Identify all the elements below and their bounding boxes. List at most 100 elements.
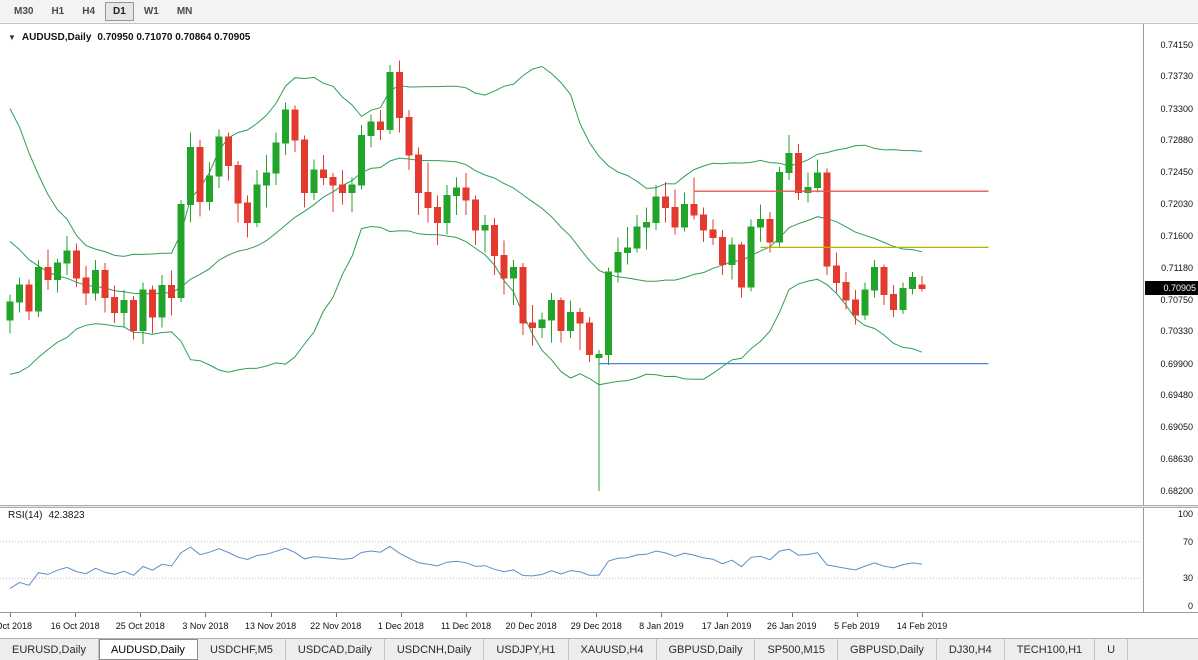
- candle-body: [73, 250, 80, 279]
- time-tick-mark: [596, 613, 598, 617]
- time-tick-label: 14 Feb 2019: [896, 621, 948, 631]
- price-tick-label: 0.74150: [1160, 40, 1193, 50]
- time-tick-mark: [140, 613, 142, 617]
- candle-body: [738, 244, 745, 288]
- candle-body: [63, 250, 71, 264]
- candle-body: [367, 121, 375, 137]
- chart-tab-usdchf-m5-2[interactable]: USDCHF,M5: [197, 639, 286, 660]
- price-tick-label: 0.71180: [1161, 262, 1193, 273]
- candle-body: [785, 153, 793, 173]
- chart-tab-sp500-m15-8[interactable]: SP500,M15: [755, 639, 838, 660]
- candle-body: [196, 147, 204, 203]
- rsi-tick-label: 0: [1187, 601, 1193, 611]
- candle-body: [776, 171, 783, 243]
- timeframe-button-h1[interactable]: H1: [43, 2, 72, 21]
- time-tick-mark: [726, 613, 728, 617]
- chart-tab-eurusd-daily-0[interactable]: EURUSD,Daily: [0, 639, 99, 660]
- candle-body: [424, 192, 432, 209]
- chart-ohlc-values: 0.70950 0.71070 0.70864 0.70905: [97, 32, 251, 43]
- candle-body: [747, 226, 755, 288]
- rsi-plot[interactable]: [0, 508, 1143, 612]
- candle-body: [728, 244, 736, 266]
- time-axis[interactable]: 6 Oct 2018 16 Oct 2018 25 Oct 2018 3 Nov 20…: [0, 612, 1198, 638]
- candle-body: [101, 270, 109, 299]
- candle-body: [643, 222, 650, 228]
- price-tick-label: 0.72880: [1160, 135, 1193, 146]
- chart-tab-gbpusd-daily-9[interactable]: GBPUSD,Daily: [837, 639, 937, 660]
- chart-tab-usdcad-daily-3[interactable]: USDCAD,Daily: [285, 639, 385, 660]
- time-tick-label: 17 Jan 2019: [701, 621, 752, 631]
- rsi-axis[interactable]: 100 70 30 0: [1143, 508, 1198, 612]
- candle-body: [510, 267, 517, 279]
- timeframe-button-h4[interactable]: H4: [74, 2, 103, 21]
- chart-header: ▼ AUDUSD,Daily 0.70950 0.71070 0.70864 0…: [8, 32, 250, 43]
- chart-tab-gbpusd-daily-7[interactable]: GBPUSD,Daily: [656, 639, 756, 660]
- candle-body: [833, 265, 840, 284]
- candle-body: [329, 177, 337, 186]
- time-tick-mark: [335, 613, 337, 617]
- time-tick-mark: [205, 613, 207, 617]
- candle-body: [92, 270, 99, 294]
- candle-body: [757, 219, 764, 228]
- timeframe-button-d1[interactable]: D1: [105, 2, 134, 21]
- rsi-pane: RSI(14) 42.3823: [0, 508, 1143, 612]
- time-tick-label: 1 Dec 2018: [377, 621, 424, 631]
- candle-body: [82, 277, 90, 294]
- candle-body: [481, 225, 489, 231]
- time-tick-label: 16 Oct 2018: [50, 621, 100, 631]
- candle-body: [443, 195, 451, 224]
- timeframe-button-mn[interactable]: MN: [169, 2, 201, 21]
- candle-body: [310, 169, 318, 194]
- price-axis[interactable]: 0.70905 0.74150 0.73730 0.73300 0.72880 0.72…: [1143, 24, 1198, 505]
- price-tick-label: 0.69900: [1160, 358, 1193, 369]
- candle-body: [567, 312, 574, 332]
- candle-body: [6, 301, 14, 321]
- chart-tab-dj30-h4-10[interactable]: DJ30,H4: [936, 639, 1005, 660]
- candle-body: [557, 300, 565, 332]
- price-tick-label: 0.72030: [1160, 198, 1193, 209]
- candle-body: [662, 196, 669, 209]
- price-tick-label: 0.73300: [1160, 103, 1193, 114]
- time-tick-mark: [661, 613, 663, 617]
- time-tick-mark: [10, 613, 11, 617]
- candlestick-plot[interactable]: [0, 24, 1143, 505]
- candle-body: [795, 153, 802, 194]
- candle-body: [538, 319, 546, 329]
- chart-tab-usdjpy-h1-5[interactable]: USDJPY,H1: [484, 639, 569, 660]
- chart-tab-usdcnh-daily-4[interactable]: USDCNH,Daily: [384, 639, 485, 660]
- candle-body: [909, 276, 916, 290]
- chart-tab-xauusd-h4-6[interactable]: XAUUSD,H4: [568, 639, 657, 660]
- candle-body: [16, 284, 23, 303]
- candle-body: [700, 214, 707, 231]
- timeframe-button-m30[interactable]: M30: [6, 2, 41, 21]
- chart-tab-u-12[interactable]: U: [1095, 639, 1129, 660]
- candle-body: [548, 300, 555, 321]
- candle-body: [339, 184, 346, 194]
- candle-body: [234, 165, 242, 204]
- pane-splitter[interactable]: [0, 505, 1198, 508]
- candle-body: [472, 199, 479, 231]
- chart-tab-audusd-daily-1[interactable]: AUDUSD,Daily: [98, 639, 198, 660]
- rsi-tick-label: 70: [1182, 536, 1193, 547]
- time-tick-label: 6 Oct 2018: [0, 621, 33, 631]
- timeframe-button-w1[interactable]: W1: [136, 2, 167, 21]
- timeframe-toolbar: M30 H1 H4 D1 W1 MN: [0, 0, 1198, 24]
- bollinger-lower-band: [9, 225, 923, 386]
- candle-body: [595, 354, 603, 359]
- candle-body: [215, 136, 223, 177]
- chart-dropdown-icon[interactable]: ▼: [8, 33, 16, 42]
- chart-tab-tech100-h1-11[interactable]: TECH100,H1: [1004, 639, 1096, 660]
- time-tick-label: 22 Nov 2018: [310, 621, 362, 631]
- rsi-indicator-value: 42.3823: [48, 510, 85, 521]
- price-tick-label: 0.71600: [1160, 231, 1193, 242]
- candle-body: [861, 289, 869, 316]
- candle-body: [149, 289, 156, 318]
- chart-symbol-label: AUDUSD,Daily: [21, 32, 92, 43]
- main-chart-pane: ▼ AUDUSD,Daily 0.70950 0.71070 0.70864 0…: [0, 24, 1143, 505]
- candle-body: [709, 229, 717, 239]
- candle-body: [272, 142, 280, 174]
- candle-body: [54, 262, 61, 281]
- candle-body: [690, 204, 698, 216]
- time-tick-mark: [791, 613, 793, 617]
